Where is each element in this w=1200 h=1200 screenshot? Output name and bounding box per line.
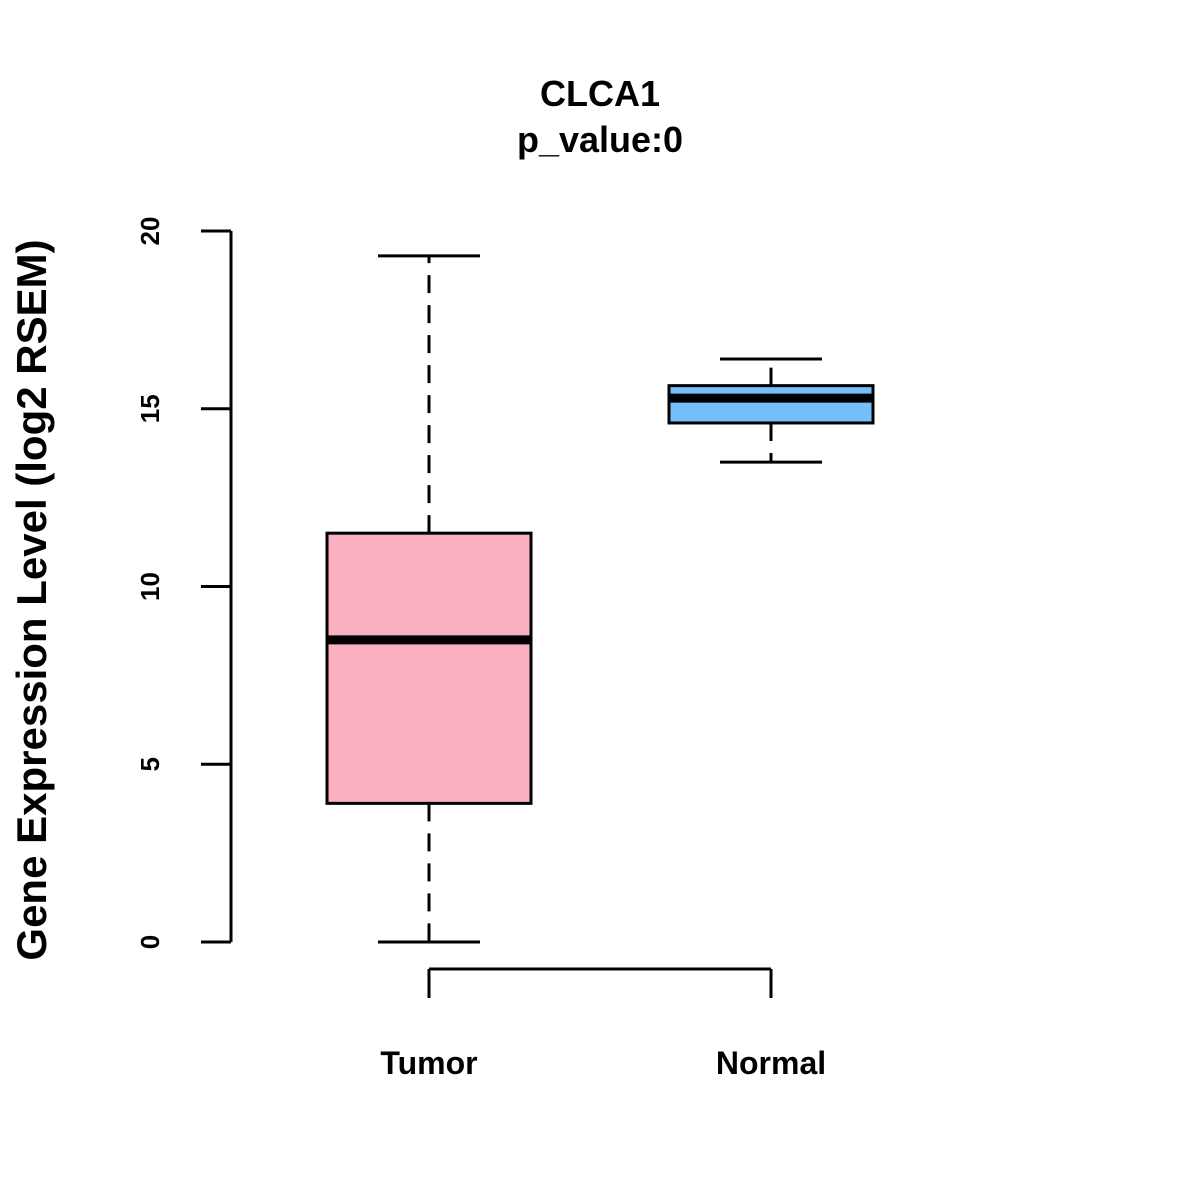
y-axis: 0 5 10 15 20 — [135, 217, 233, 949]
x-axis-labels: Tumor Normal — [380, 967, 826, 1081]
x-tick-label: Normal — [716, 1045, 826, 1081]
chart-subtitle: p_value:0 — [517, 119, 683, 160]
y-tick-label: 5 — [135, 757, 165, 771]
iqr-box — [667, 384, 875, 425]
x-tick-label: Tumor — [380, 1045, 477, 1081]
y-tick-label: 10 — [135, 572, 165, 601]
y-tick-label: 0 — [135, 935, 165, 949]
box-normal — [667, 357, 875, 464]
y-tick-label: 15 — [135, 394, 165, 423]
iqr-box — [325, 531, 533, 805]
box-tumor — [325, 254, 533, 944]
y-tick-label: 20 — [135, 217, 165, 246]
boxes — [325, 254, 875, 944]
chart-title: CLCA1 — [540, 73, 660, 114]
y-axis-label: Gene Expression Level (log2 RSEM) — [8, 239, 55, 960]
